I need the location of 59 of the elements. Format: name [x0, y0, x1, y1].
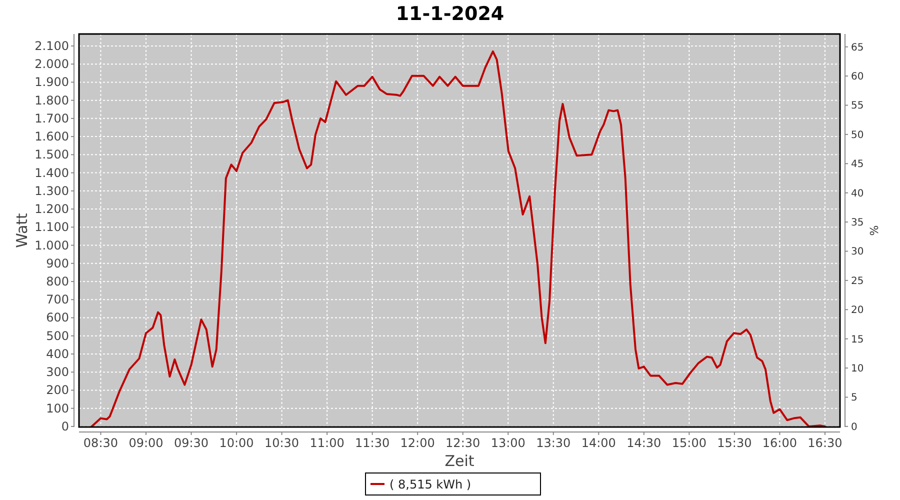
y-tick-label: 2.000	[34, 57, 69, 72]
y-tick-label: 1.200	[34, 202, 69, 216]
y2-tick-label: 25	[851, 276, 864, 287]
y-tick-label: 1.300	[34, 184, 69, 198]
x-tick-label: 12:30	[446, 436, 480, 450]
x-tick-label: 13:00	[490, 436, 526, 450]
x-tick-label: 11:00	[310, 436, 344, 450]
line-series	[90, 50, 826, 428]
x-tick-label: 15:30	[717, 436, 752, 450]
x-axis-title: Zeit	[444, 452, 474, 470]
y-tick-label: 1.700	[34, 111, 69, 126]
y2-tick-label: 20	[851, 305, 864, 316]
y-tick-label: 100	[46, 401, 69, 416]
y2-tick-label: 10	[851, 364, 864, 375]
x-tick-label: 11:30	[355, 436, 390, 450]
x-tick-label: 10:00	[219, 436, 254, 450]
y2-tick-label: 30	[851, 246, 864, 258]
x-tick-label: 08:30	[83, 436, 118, 450]
x-tick-label: 10:30	[264, 436, 300, 450]
y-tick-label: 1.100	[34, 220, 69, 234]
y-tick-label: 0	[61, 419, 69, 434]
x-tick-label: 16:30	[808, 436, 842, 450]
y-tick-label: 400	[46, 346, 69, 361]
y-tick-label: 1.800	[34, 93, 69, 108]
y-axis-title: Watt	[13, 212, 31, 248]
y-tick-label: 300	[46, 365, 69, 380]
y2-tick-label: 50	[851, 130, 864, 141]
y-tick-label: 1.000	[34, 238, 69, 252]
chart-title: 11-1-2024	[396, 3, 504, 25]
y-tick-label: 700	[46, 292, 69, 307]
y2-tick-label: 60	[851, 72, 864, 83]
x-tick-label: 14:30	[626, 436, 662, 450]
x-tick-label: 09:00	[128, 436, 164, 450]
x-tick-label: 15:00	[672, 436, 706, 450]
x-tick-label: 13:30	[536, 436, 571, 450]
x-tick-label: 09:30	[174, 436, 209, 450]
x-tick-label: 12:00	[400, 436, 435, 450]
y-tick-label: 1.900	[34, 75, 69, 90]
y2-tick-label: 15	[851, 334, 864, 346]
y-tick-label: 200	[46, 383, 69, 398]
y2-tick-label: 65	[851, 42, 864, 54]
x-tick-label: 14:00	[581, 436, 616, 450]
y2-tick-label: 35	[851, 218, 864, 229]
y2-tick-label: 0	[851, 422, 858, 433]
y-tick-label: 1.400	[34, 166, 69, 180]
y-tick-label: 2.100	[34, 38, 69, 53]
y-tick-label: 1.600	[34, 130, 69, 144]
legend-label: ( 8,515 kWh )	[390, 478, 472, 492]
y-tick-label: 1.500	[34, 148, 69, 162]
y2-tick-label: 55	[851, 100, 864, 112]
y-tick-label: 800	[46, 274, 69, 289]
y2-tick-label: 5	[851, 392, 858, 404]
x-tick-label: 16:00	[762, 436, 798, 450]
y2-tick-label: 40	[851, 188, 864, 200]
y-tick-label: 600	[46, 310, 69, 325]
y-tick-label: 500	[46, 328, 69, 343]
y-tick-label: 900	[46, 256, 69, 270]
y2-tick-label: 45	[851, 159, 864, 170]
y2-axis-title: %	[867, 225, 880, 236]
